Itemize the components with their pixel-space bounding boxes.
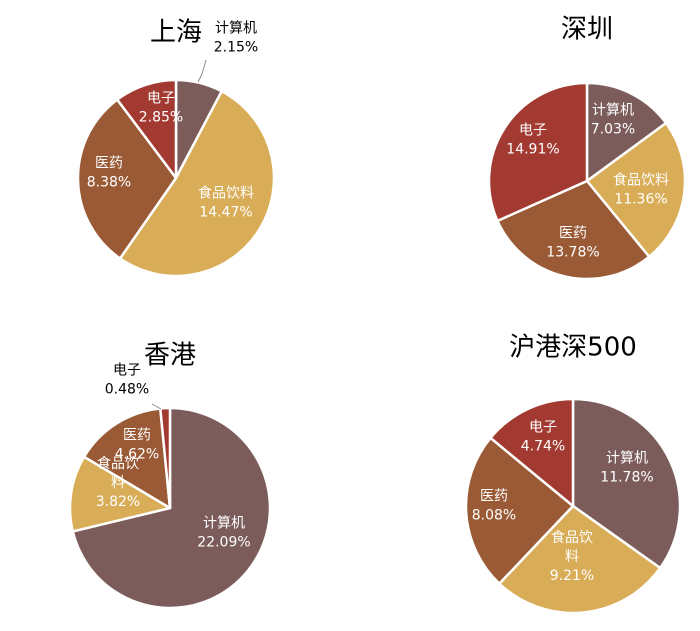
chart-title: 深圳 [561, 15, 613, 45]
slice-label-电子: 电子 4.74% [521, 420, 565, 455]
slice-label-计算机: 计算机 7.03% [591, 103, 635, 138]
slice-label-电子: 电子 14.91% [506, 123, 559, 158]
slice-label-食品饮料: 食品饮料 9.21% [550, 529, 594, 584]
pie-slice-电子 [489, 397, 575, 508]
slice-label-计算机: 计算机 2.15% [214, 21, 258, 56]
pie-slice-食品饮料 [118, 90, 276, 278]
pie-slice-医药 [76, 98, 178, 260]
pie-slice-医药 [82, 407, 172, 510]
slice-label-医药: 医药 4.62% [115, 428, 159, 463]
slice-label-计算机: 计算机 11.78% [600, 451, 653, 486]
slice-label-食品饮料: 食品饮料 11.36% [613, 172, 669, 208]
slice-label-医药: 医药 8.38% [87, 156, 131, 191]
pie-chart-1: 上海 计算机 2.15% 食品饮料 14.47% 医药 8.38%电子 2.85% [76, 18, 276, 278]
leader-line [151, 403, 162, 410]
chart-title: 香港 [144, 341, 196, 371]
chart-title: 沪港深500 [509, 333, 637, 363]
pie-slice-电子 [115, 78, 178, 180]
pie-slice-医药 [464, 436, 575, 585]
pie-slice-计算机 [571, 397, 682, 570]
slice-label-计算机: 计算机 22.09% [197, 516, 250, 551]
slice-label-食品饮料: 食品饮料 14.47% [198, 185, 254, 221]
pie-slice-食品饮料 [498, 504, 662, 615]
pie-slice-食品饮料 [68, 455, 172, 533]
pie-slice-医药 [496, 179, 651, 281]
pie-slice-食品饮料 [585, 121, 687, 258]
chart-title: 上海 [150, 18, 202, 48]
slice-label-电子: 电子 2.85% [139, 91, 183, 126]
slice-label-医药: 医药 13.78% [546, 226, 599, 261]
slice-label-食品饮料: 食品饮料 3.82% [96, 455, 140, 510]
pie-slice-计算机 [585, 81, 668, 183]
slice-label-医药: 医药 8.08% [472, 489, 516, 524]
leader-line [197, 59, 207, 83]
pie-slice-电子 [487, 81, 589, 223]
pie-slice-计算机 [71, 406, 272, 610]
pie-chart-4: 沪港深500 计算机 11.78% 食品饮料 9.21% 医药 8.08%电子 4.74% [464, 333, 682, 615]
slice-label-电子: 电子 0.48% [105, 363, 149, 398]
